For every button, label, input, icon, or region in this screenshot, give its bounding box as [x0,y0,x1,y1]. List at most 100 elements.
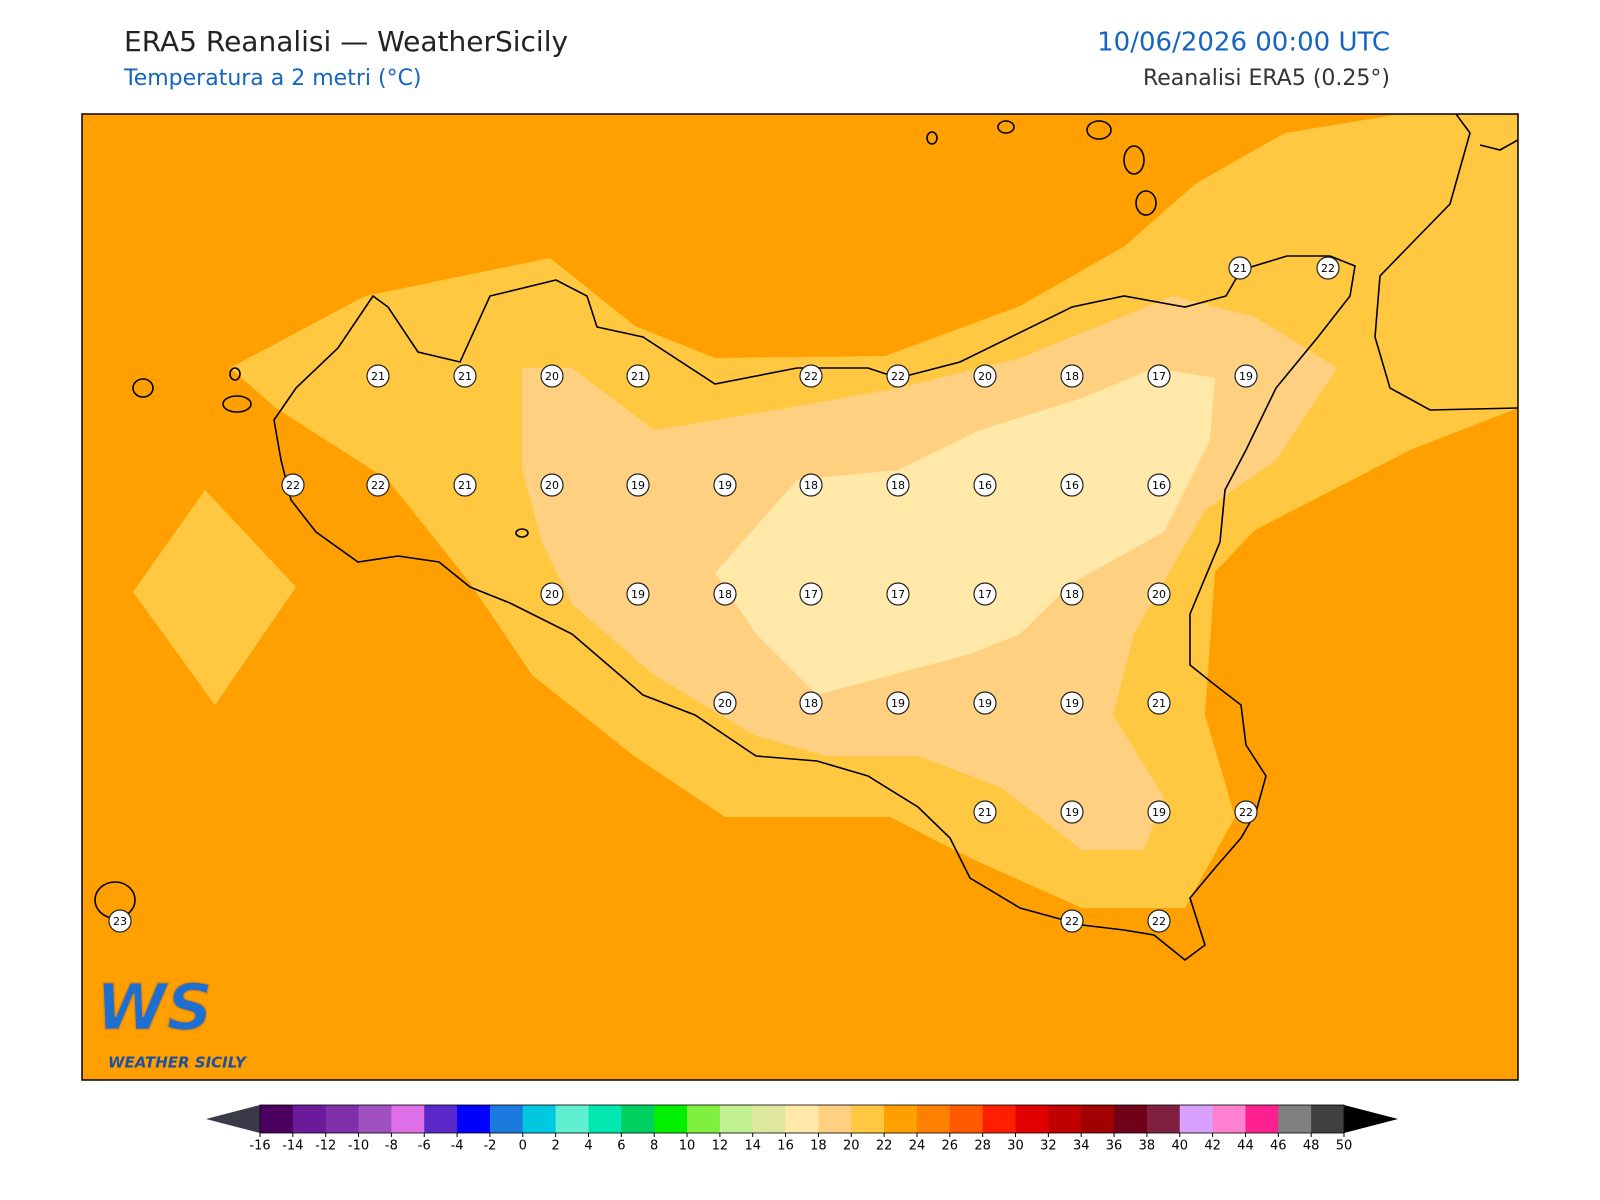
colorbar-box [358,1105,392,1133]
station-value: 18 [804,479,818,492]
colorbar-box [457,1105,491,1133]
colorbar-frame [259,1104,1345,1134]
station-value: 19 [631,588,645,601]
station-marker [973,364,997,388]
station-marker [540,473,564,497]
station-value: 21 [1152,697,1166,710]
station-marker [626,582,650,606]
station-value: 17 [891,588,905,601]
station-value: 21 [1233,262,1247,275]
station-marker [453,473,477,497]
station-value: 19 [1152,806,1166,819]
colorbar-tick-label: 14 [744,1139,761,1154]
station-value: 18 [891,479,905,492]
station-marker [1147,691,1171,715]
station-marker [453,364,477,388]
colorbar-box [851,1105,885,1133]
station-marker [540,364,564,388]
colorbar-tick-label: 0 [519,1139,527,1154]
station-marker [1316,256,1340,280]
colorbar-tick-label: 48 [1303,1139,1320,1154]
island [1086,120,1112,140]
colorbar-tick-label: -16 [249,1139,270,1154]
station-marker [1228,256,1252,280]
colorbar-tick-label: 32 [1040,1139,1057,1154]
station-marker [1147,582,1171,606]
colorbar-box [916,1105,951,1133]
station-marker [1060,473,1084,497]
station-value: 20 [978,370,992,383]
datetime: 10/06/2026 00:00 UTC [1097,28,1390,58]
colorbar-tick-label: 6 [617,1139,625,1154]
island [997,120,1015,134]
colorbar-tick-label: -10 [348,1139,369,1154]
station-marker [973,473,997,497]
station-marker [1060,909,1084,933]
colorbar-box [949,1105,984,1133]
station-value: 22 [286,479,300,492]
station-marker [713,582,737,606]
colorbar-tick-label: 36 [1106,1139,1123,1154]
station-value: 20 [1152,588,1166,601]
station-value: 19 [978,697,992,710]
station-value: 19 [718,479,732,492]
station-marker [1060,364,1084,388]
colorbar-tick-label: 12 [712,1139,729,1154]
colorbar-box [489,1105,524,1133]
station-value: 22 [891,370,905,383]
stations: 21 22 21 21 20 21 22 22 20 18 17 19 22 22 21 20 19 19 18 18… [108,256,1340,933]
station-value: 18 [804,697,818,710]
station-value: 22 [1065,915,1079,928]
station-value: 16 [1065,479,1079,492]
map-frame [81,113,1519,1081]
colorbar-tick-label: -6 [418,1139,431,1154]
station-value: 18 [718,588,732,601]
contour-band [1480,130,1518,275]
colorbar-tick-label: 24 [909,1139,926,1154]
colorbar-over [1344,1105,1398,1133]
colorbar-box [1048,1105,1082,1133]
colorbar-tick-label: 28 [974,1139,991,1154]
station-marker [626,473,650,497]
colorbar-tick-label: 4 [584,1139,592,1154]
station-value: 22 [804,370,818,383]
station-marker [886,582,910,606]
island [1135,190,1157,216]
colorbar-tick-label: 2 [551,1139,559,1154]
station-value: 17 [804,588,818,601]
logo-text: WEATHER SICILY [108,1054,248,1072]
station-value: 23 [113,915,127,928]
colorbar-tick-label: 22 [876,1139,893,1154]
station-marker [799,582,823,606]
station-marker [886,364,910,388]
colorbar: -16 -14 -12 -10 -8 -6 -4 -2 0 2 4 6 8 10 12 14 16 18 20 22 2… [206,1104,1398,1154]
colorbar-tick-label: 42 [1204,1139,1221,1154]
colorbar-under [206,1105,260,1133]
station-value: 18 [1065,588,1079,601]
colorbar-box [982,1105,1017,1133]
colorbar-box [522,1105,557,1133]
logo-mark: WS [96,972,213,1046]
station-marker [1060,800,1084,824]
island [229,367,241,381]
source: Reanalisi ERA5 (0.25°) [1143,66,1390,91]
colorbar-box [719,1105,754,1133]
station-value: 16 [978,479,992,492]
contour-band [133,490,296,705]
station-value: 22 [1239,806,1253,819]
colorbar-box [687,1105,721,1133]
sicily-coast [273,255,1356,962]
island [222,395,252,413]
island [132,378,154,398]
station-value: 17 [978,588,992,601]
station-value: 20 [545,479,559,492]
station-value: 16 [1152,479,1166,492]
colorbar-tick-label: -2 [483,1139,496,1154]
station-marker [281,473,305,497]
colorbar-tick-label: -14 [282,1139,303,1154]
colorbar-tick-label: 10 [679,1139,696,1154]
station-value: 21 [631,370,645,383]
colorbar-box [752,1105,787,1133]
station-value: 20 [545,588,559,601]
station-value: 21 [458,370,472,383]
